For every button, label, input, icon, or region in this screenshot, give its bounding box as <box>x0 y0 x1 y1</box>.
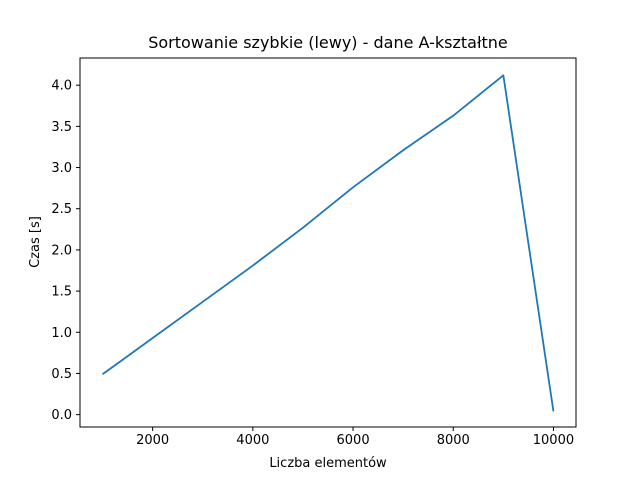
y-tick-label: 4.0 <box>51 79 72 94</box>
x-axis-label: Liczba elementów <box>269 456 387 471</box>
plot-area: 2000 4000 6000 8000 10000 0.0 0.5 1.0 1.5 2.0 2.5… <box>51 57 577 448</box>
y-tick-label: 0.5 <box>51 367 72 382</box>
y-axis-label: Czas [s] <box>28 216 43 268</box>
y-axis-ticks: 0.0 0.5 1.0 1.5 2.0 2.5 3.0 3.5 4.0 <box>51 79 80 423</box>
series-line <box>102 74 555 412</box>
y-tick-label: 2.0 <box>51 243 72 258</box>
x-axis-ticks: 2000 4000 6000 8000 10000 <box>136 427 574 448</box>
chart-title: Sortowanie szybkie (lewy) - dane A-kszta… <box>148 33 508 52</box>
x-tick-label: 6000 <box>337 433 370 448</box>
y-tick-label: 2.5 <box>51 202 72 217</box>
x-tick-label: 4000 <box>236 433 269 448</box>
x-tick-label: 8000 <box>437 433 470 448</box>
y-tick-label: 1.0 <box>51 326 72 341</box>
x-tick-label: 10000 <box>533 433 574 448</box>
x-tick-label: 2000 <box>136 433 169 448</box>
y-tick-label: 0.0 <box>51 408 72 423</box>
y-tick-label: 3.5 <box>51 120 72 135</box>
y-tick-label: 1.5 <box>51 285 72 300</box>
series-layer <box>102 74 555 412</box>
y-tick-label: 3.0 <box>51 161 72 176</box>
plot-frame <box>79 57 577 428</box>
